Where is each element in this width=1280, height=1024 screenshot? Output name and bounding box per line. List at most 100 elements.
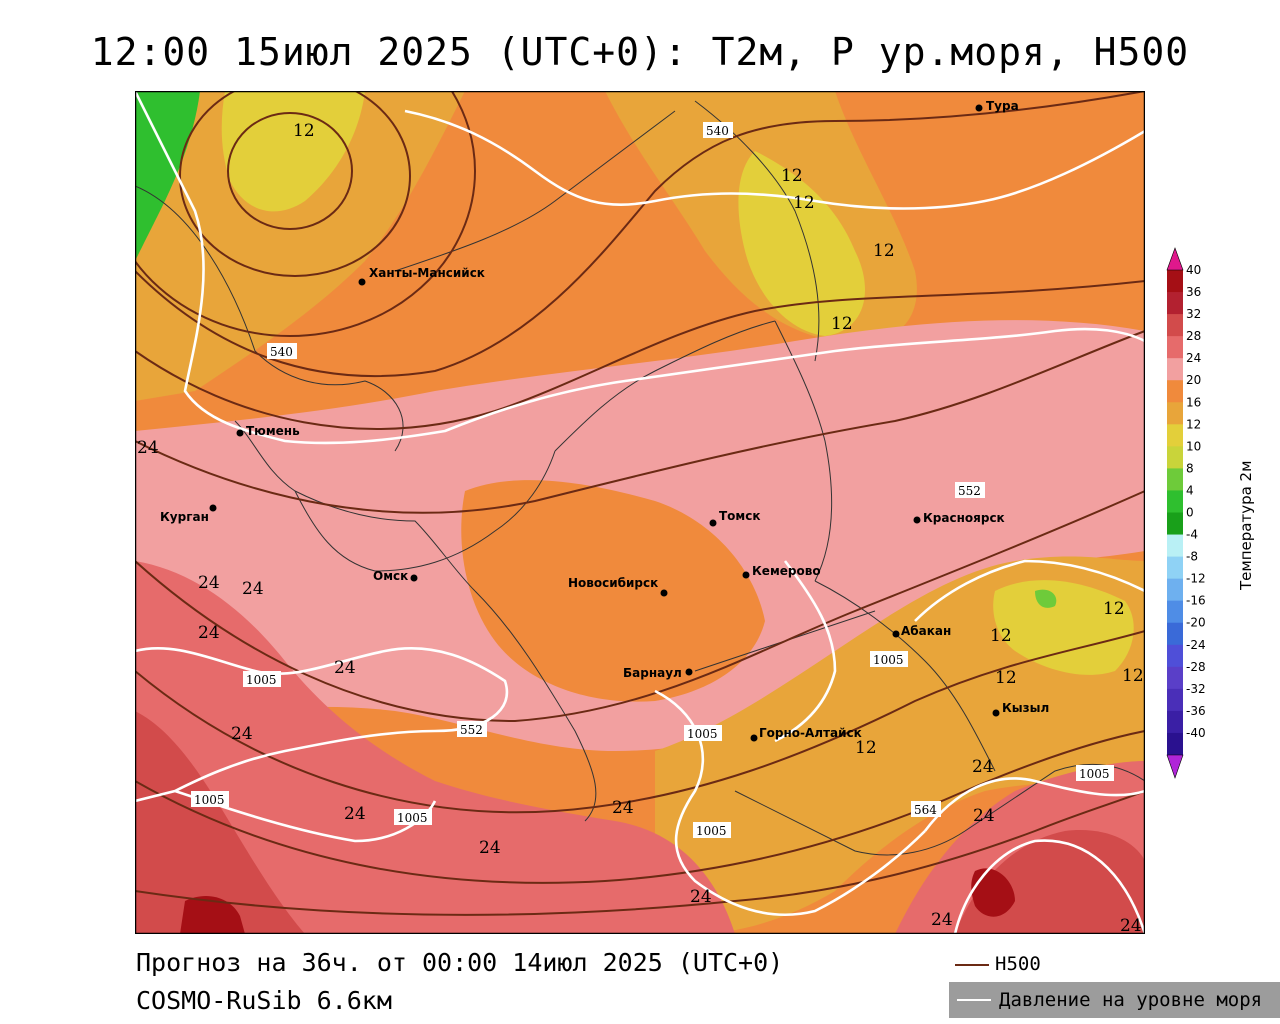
temperature-region-orange-novosibirsk bbox=[461, 480, 765, 702]
city-marker bbox=[975, 104, 983, 112]
colorbar-tick-label: -36 bbox=[1186, 704, 1206, 718]
colorbar-title: Температура 2м bbox=[1237, 461, 1255, 591]
city-label-tomsk: Томск bbox=[719, 509, 761, 523]
colorbar-tick-label: 8 bbox=[1186, 461, 1194, 475]
h500-labels: 540 540 552 552 564 bbox=[267, 122, 985, 817]
h500-label: 540 bbox=[270, 345, 293, 359]
city-label-kyzyl: Кызыл bbox=[1002, 701, 1049, 715]
cities: Тура Ханты-Мансийск Тюмень Курган Омск Н… bbox=[160, 99, 1049, 742]
colorbar-cell bbox=[1167, 556, 1183, 580]
slp-label: 1005 bbox=[397, 811, 428, 825]
colorbar-cell bbox=[1167, 490, 1183, 513]
colorbar-cell bbox=[1167, 446, 1183, 469]
colorbar-tick-label: -28 bbox=[1186, 660, 1206, 674]
colorbar-tick-label: 0 bbox=[1186, 506, 1194, 520]
colorbar-tick-label: 12 bbox=[1186, 417, 1201, 431]
city-label-kurgan: Курган bbox=[160, 510, 209, 524]
colorbar-cell bbox=[1167, 336, 1183, 359]
colorbar-tick-label: 40 bbox=[1186, 263, 1201, 277]
h500-line-swatch bbox=[955, 963, 989, 966]
colorbar-tick-label: 32 bbox=[1186, 307, 1201, 321]
city-label-tura: Тура bbox=[986, 99, 1019, 113]
colorbar-cell bbox=[1167, 644, 1183, 668]
forecast-info: Прогноз на 36ч. от 00:00 14июл 2025 (UTC… bbox=[136, 948, 784, 977]
colorbar-bottom-arrow bbox=[1166, 754, 1184, 779]
colorbar-cell bbox=[1167, 534, 1183, 558]
colorbar-cell bbox=[1167, 622, 1183, 646]
city-marker bbox=[709, 519, 717, 527]
isotherm-label: 24 bbox=[334, 658, 356, 678]
temperature-region-green-northwest bbox=[135, 91, 200, 261]
city-marker bbox=[358, 278, 366, 286]
temperature-region-darkred-southwest bbox=[180, 896, 245, 934]
colorbar-tick-label: -8 bbox=[1186, 550, 1198, 564]
colorbar-tick-label: -16 bbox=[1186, 594, 1206, 608]
city-marker bbox=[660, 589, 668, 597]
city-marker bbox=[750, 734, 758, 742]
forecast-map: 12 12 12 12 12 12 12 12 12 12 24 24 24 2… bbox=[135, 91, 1145, 934]
colorbar-labels: 403632282420161210840-4-8-12-16-20-24-28… bbox=[1186, 263, 1206, 740]
colorbar-cell bbox=[1167, 512, 1183, 536]
h500-label: 564 bbox=[914, 803, 937, 817]
city-marker bbox=[685, 668, 693, 676]
colorbar-cell bbox=[1167, 424, 1183, 447]
isotherm-label: 12 bbox=[855, 738, 877, 758]
isotherm-label: 24 bbox=[479, 838, 501, 858]
colorbar-tick-label: 28 bbox=[1186, 329, 1201, 343]
isotherm-label: 24 bbox=[612, 798, 634, 818]
map-title: 12:00 15июл 2025 (UTC+0): Т2м, Р ур.моря… bbox=[90, 30, 1190, 74]
colorbar-cell bbox=[1167, 732, 1183, 756]
slp-label: 1005 bbox=[246, 673, 277, 687]
city-label-tyumen: Тюмень bbox=[246, 424, 300, 438]
colorbar-cell bbox=[1167, 402, 1183, 425]
slp-label: 1005 bbox=[194, 793, 225, 807]
colorbar-tick-label: -12 bbox=[1186, 572, 1206, 586]
h500-label: 540 bbox=[706, 124, 729, 138]
isotherm-label: 12 bbox=[293, 121, 315, 141]
colorbar-cell bbox=[1167, 710, 1183, 734]
colorbar-cell bbox=[1167, 468, 1183, 491]
colorbar-cell bbox=[1167, 380, 1183, 403]
slp-line-swatch bbox=[957, 999, 991, 1001]
legend-h500: Н500 bbox=[955, 953, 1041, 975]
slp-label: 1005 bbox=[696, 824, 727, 838]
isotherm-label: 12 bbox=[831, 314, 853, 334]
colorbar-tick-label: 4 bbox=[1186, 483, 1194, 497]
colorbar-title-text: Температура 2м bbox=[1237, 461, 1255, 591]
isotherm-label: 24 bbox=[690, 887, 712, 907]
isotherm-label: 24 bbox=[972, 757, 994, 777]
isotherm-label: 24 bbox=[137, 438, 159, 458]
isotherm-label: 24 bbox=[973, 806, 995, 826]
isotherm-label: 24 bbox=[1120, 916, 1142, 934]
colorbar-tick-label: 24 bbox=[1186, 351, 1201, 365]
city-marker bbox=[913, 516, 921, 524]
isotherm-label: 12 bbox=[1122, 666, 1144, 686]
city-label-kemerovo: Кемерово bbox=[752, 564, 821, 578]
city-label-barnaul: Барнаул bbox=[623, 666, 682, 680]
colorbar-cell bbox=[1167, 314, 1183, 337]
city-marker bbox=[892, 630, 900, 638]
city-label-omsk: Омск bbox=[373, 569, 408, 583]
isotherm-label: 24 bbox=[198, 573, 220, 593]
city-label-novosibirsk: Новосибирск bbox=[568, 576, 658, 590]
temperature-region-darkred-southeast bbox=[971, 868, 1015, 917]
isotherm-label: 24 bbox=[931, 910, 953, 930]
legend-h500-label: Н500 bbox=[995, 953, 1041, 975]
map-frame bbox=[135, 91, 1145, 934]
colorbar-tick-label: -40 bbox=[1186, 726, 1206, 740]
temperature-region-yellow-band-east bbox=[738, 151, 865, 336]
city-label-abakan: Абакан bbox=[901, 624, 951, 638]
isotherm-label: 24 bbox=[344, 804, 366, 824]
colorbar-tick-label: 36 bbox=[1186, 285, 1201, 299]
city-marker bbox=[236, 429, 244, 437]
temperature-colorbar: 403632282420161210840-4-8-12-16-20-24-28… bbox=[1166, 247, 1206, 779]
isotherm-label: 24 bbox=[231, 724, 253, 744]
slp-label: 1005 bbox=[873, 653, 904, 667]
isotherm-labels: 12 12 12 12 12 12 12 12 12 12 24 24 24 2… bbox=[137, 121, 1144, 934]
isotherm-label: 12 bbox=[1103, 599, 1125, 619]
isotherm-label: 12 bbox=[995, 668, 1017, 688]
isotherm-label: 24 bbox=[198, 623, 220, 643]
colorbar-tick-label: -20 bbox=[1186, 616, 1206, 630]
colorbar-cell bbox=[1167, 688, 1183, 712]
colorbar-tick-label: -24 bbox=[1186, 638, 1206, 652]
